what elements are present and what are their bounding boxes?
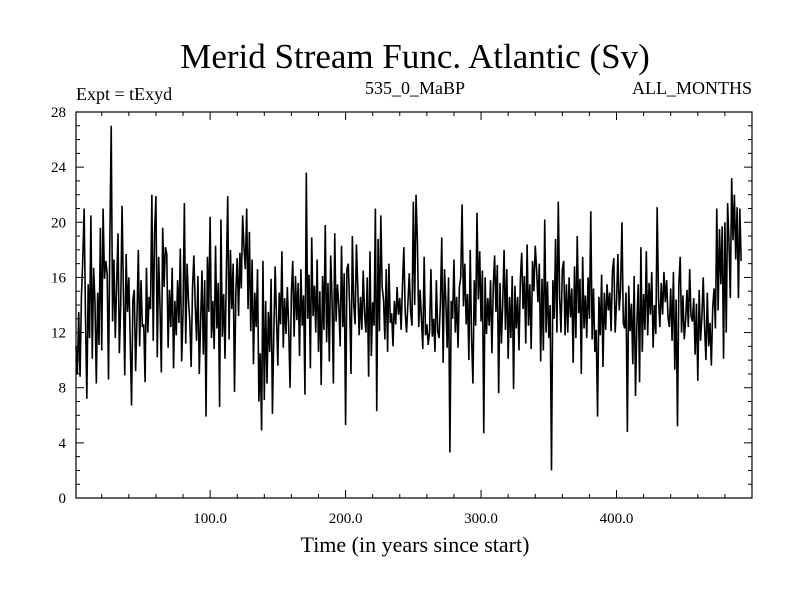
- experiment-label: Expt = tExyd: [76, 84, 172, 104]
- chart-title: Merid Stream Func. Atlantic (Sv): [180, 37, 650, 76]
- plot-area: [75, 111, 753, 499]
- period-label: 535_0_MaBP: [365, 78, 465, 98]
- y-tick-label: 28: [51, 105, 66, 121]
- y-tick-label: 4: [59, 436, 67, 452]
- x-tick-label: 200.0: [329, 511, 363, 527]
- y-tick-label: 8: [59, 381, 67, 397]
- x-tick-label: 400.0: [600, 511, 634, 527]
- x-axis-label: Time (in years since start): [301, 532, 530, 557]
- y-axis: 0 4 8 12 16 20 24 28: [51, 105, 752, 507]
- y-tick-label: 16: [51, 270, 67, 286]
- y-tick-label: 12: [51, 326, 66, 342]
- data-series-line: [75, 125, 742, 471]
- x-tick-label: 100.0: [193, 511, 227, 527]
- y-tick-label: 24: [51, 160, 67, 176]
- y-tick-label: 20: [51, 215, 66, 231]
- x-axis: 100.0 200.0 300.0 400.0: [101, 112, 726, 527]
- y-tick-label: 0: [59, 491, 67, 507]
- x-tick-label: 300.0: [464, 511, 498, 527]
- months-label: ALL_MONTHS: [632, 78, 752, 98]
